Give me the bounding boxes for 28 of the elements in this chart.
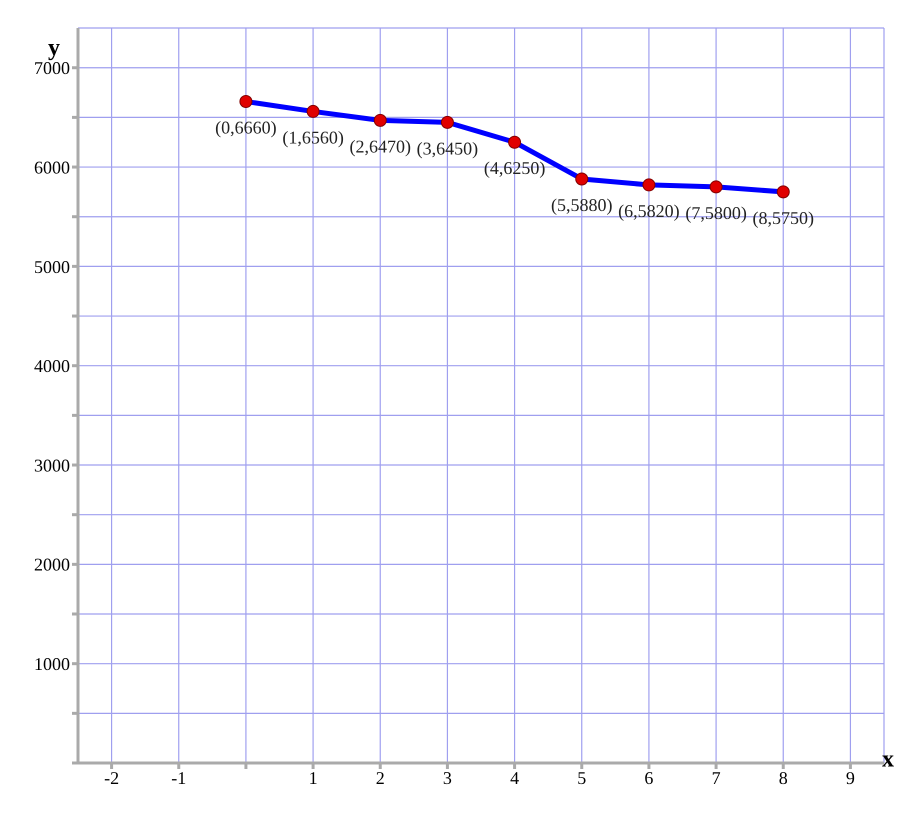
annotation: (2,6470) [350, 136, 411, 156]
x-tick-label: 4 [510, 768, 520, 788]
annotation: (7,5800) [685, 202, 747, 223]
x-tick-label: -2 [104, 768, 120, 788]
x-tick-label: 6 [644, 768, 654, 788]
x-tick-label: 2 [376, 768, 385, 788]
annotation: (4,6250) [484, 158, 546, 178]
annotation: (0,6660) [215, 118, 277, 138]
y-tick-label: 5000 [34, 256, 70, 277]
y-tick-label: 2000 [34, 554, 70, 575]
annotation: (5,5880) [551, 194, 612, 215]
x-tick-label: 1 [308, 768, 318, 788]
y-tick-label: 6000 [34, 157, 70, 178]
y-tick-label: 3000 [34, 455, 70, 476]
x-tick-label: 3 [442, 768, 452, 788]
annotation: (8,5750) [752, 208, 814, 228]
y-axis-title: y [48, 35, 60, 62]
x-tick-label: -1 [171, 768, 186, 788]
annotation: (3,6450) [416, 138, 478, 158]
x-tick-label: 5 [577, 768, 586, 788]
x-tick-label: 9 [846, 768, 855, 788]
annotation: (6,5820) [618, 200, 680, 221]
x-tick-label: 7 [712, 768, 721, 788]
y-tick-label: 4000 [34, 356, 70, 376]
x-tick-label: 8 [778, 768, 788, 788]
x-axis-title: x [882, 746, 894, 773]
annotation: (1,6560) [282, 127, 344, 148]
y-tick-label: 1000 [34, 654, 70, 674]
